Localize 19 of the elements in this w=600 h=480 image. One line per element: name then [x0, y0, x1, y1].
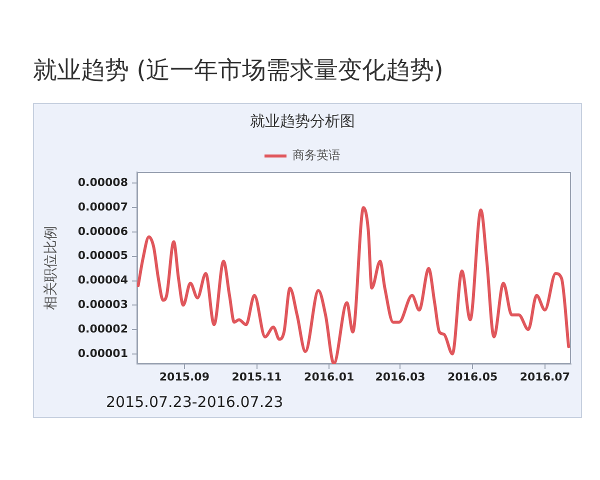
text: 2015.07.23-2016.07.23 — [106, 393, 284, 411]
y-tick-label: 0.00003 — [78, 298, 128, 311]
x-tick-label: 2015.11 — [232, 370, 282, 384]
y-tick-label: 0.00007 — [78, 200, 128, 214]
x-tick-label: 2016.07 — [520, 370, 570, 384]
y-tick-label: 0.00008 — [78, 176, 128, 190]
chart-subtitle: 就业趋势分析图 — [250, 112, 355, 130]
y-axis-title: 相关职位比例 — [43, 226, 60, 310]
x-tick-label: 2016.01 — [304, 370, 354, 384]
y-tick-label: 0.00006 — [78, 224, 128, 238]
x-tick-label: 2016.05 — [448, 370, 498, 384]
x-tick-label: 2015.09 — [159, 370, 210, 384]
chart-title: 就业趋势 (近一年市场需求量变化趋势) — [33, 55, 444, 86]
x-tick-label: 2016.03 — [375, 370, 426, 384]
y-tick-label: 0.00005 — [78, 249, 128, 262]
y-tick-label: 0.00004 — [78, 274, 128, 287]
y-tick-label: 0.00001 — [78, 346, 128, 360]
y-tick-label: 0.00002 — [78, 322, 128, 336]
legend-label: 商务英语 — [292, 148, 340, 162]
